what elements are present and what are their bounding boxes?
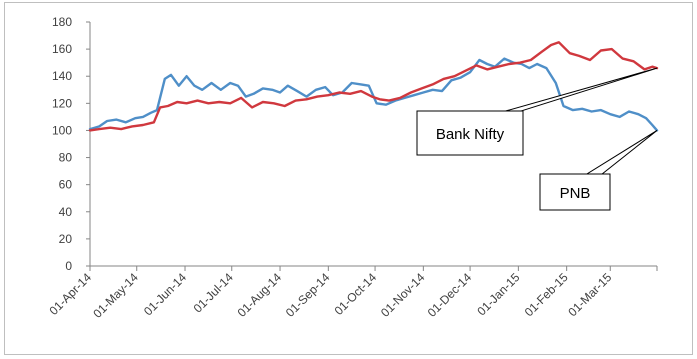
y-tick-label: 60: [59, 178, 73, 192]
x-tick-label: 01-Apr-14: [46, 270, 94, 318]
x-tick-label: 01-Nov-14: [378, 270, 428, 320]
y-tick-label: 140: [52, 69, 72, 83]
x-tick-label: 01-May-14: [90, 270, 141, 321]
x-tick-label: 01-Jan-15: [474, 270, 522, 318]
x-tick-label: 01-Aug-14: [235, 270, 285, 320]
series-line-bank-nifty: [88, 41, 659, 132]
x-tick-label: 01-Jun-14: [141, 270, 189, 318]
y-tick-label: 180: [52, 15, 72, 29]
x-tick-label: 01-Feb-15: [522, 270, 571, 319]
y-tick-label: 0: [65, 259, 72, 273]
callout-box: [416, 110, 524, 156]
y-tick-label: 100: [52, 123, 72, 137]
callout-layer: Bank Nifty PNB: [416, 67, 658, 211]
callout-bank-nifty: Bank Nifty: [416, 67, 658, 156]
y-tick-label: 120: [52, 96, 72, 110]
x-tick-label: 01-Jul-14: [191, 270, 237, 316]
x-tick-label: 01-Oct-14: [332, 270, 380, 318]
y-tick-label: 80: [59, 151, 73, 165]
series-line-pnb: [88, 57, 659, 132]
y-tick-label: 160: [52, 42, 72, 56]
callout-pnb: PNB: [539, 130, 658, 211]
callout-label: PNB: [560, 185, 591, 202]
x-tick-label: 01-Sep-14: [283, 270, 333, 320]
y-tick-label: 40: [59, 205, 73, 219]
callout-label: Bank Nifty: [436, 126, 505, 143]
y-tick-label: 20: [59, 232, 73, 246]
series-layer: [88, 41, 659, 132]
y-axis: 0 20 40 60 80 100 120 140 160 180: [52, 15, 91, 273]
callout-box: [539, 173, 611, 211]
x-tick-label: 01-Dec-14: [425, 270, 475, 320]
x-tick-label: 01-Mar-15: [565, 270, 614, 319]
